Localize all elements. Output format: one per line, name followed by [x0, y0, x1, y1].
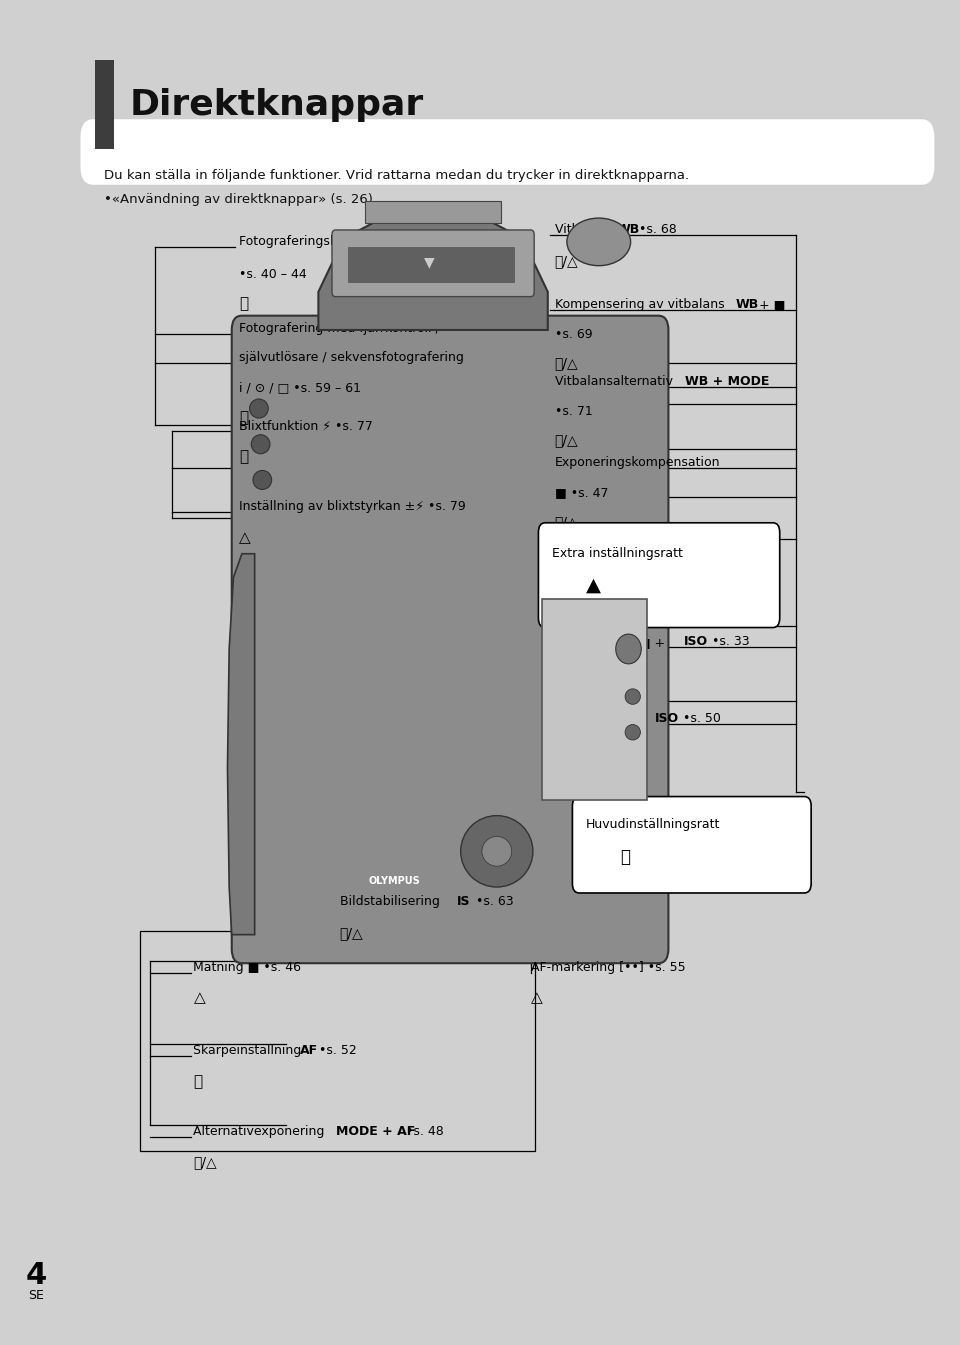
- Text: WB: WB: [735, 297, 758, 311]
- Text: Blixtfunktion ⚡ •s. 77: Blixtfunktion ⚡ •s. 77: [239, 420, 373, 432]
- Text: ⩑/△: ⩑/△: [555, 666, 578, 679]
- Ellipse shape: [615, 633, 641, 664]
- Text: •s. 69: •s. 69: [555, 328, 592, 340]
- Text: Extra inställningsratt: Extra inställningsratt: [552, 546, 683, 560]
- Ellipse shape: [250, 399, 268, 418]
- Text: Fotograferingsläge: Fotograferingsläge: [239, 235, 361, 247]
- FancyBboxPatch shape: [539, 523, 780, 628]
- Text: SE: SE: [29, 1289, 44, 1302]
- Text: ⩑/△: ⩑/△: [555, 356, 578, 370]
- Text: △: △: [239, 530, 252, 545]
- Text: WB: WB: [616, 223, 640, 235]
- Text: OLYMPUS: OLYMPUS: [369, 876, 420, 886]
- Text: △: △: [194, 990, 205, 1006]
- Text: Du kan ställa in följande funktioner. Vrid rattarna medan du trycker in direktkn: Du kan ställa in följande funktioner. Vr…: [105, 168, 689, 182]
- Ellipse shape: [625, 689, 640, 705]
- Text: Kompensering av vitbalans: Kompensering av vitbalans: [555, 297, 729, 311]
- Text: IS: IS: [457, 896, 470, 908]
- Text: ⩑/△: ⩑/△: [555, 433, 578, 448]
- Text: •s. 48: •s. 48: [401, 1124, 444, 1138]
- Text: •s. 68: •s. 68: [636, 223, 677, 235]
- Text: Skärpeinställning: Skärpeinställning: [194, 1044, 305, 1057]
- Text: ⩑/△: ⩑/△: [555, 742, 578, 757]
- Ellipse shape: [252, 434, 270, 453]
- Text: Bildstabilisering: Bildstabilisering: [340, 896, 444, 908]
- FancyBboxPatch shape: [365, 202, 501, 223]
- Text: ⩑/△: ⩑/△: [194, 1155, 217, 1169]
- Text: ISO: ISO: [684, 635, 708, 648]
- Ellipse shape: [625, 725, 640, 740]
- Text: •«Användning av direktknappar» (s. 26): •«Användning av direktknappar» (s. 26): [105, 192, 373, 206]
- Text: Alternativexponering: Alternativexponering: [194, 1124, 329, 1138]
- Text: •s. 52: •s. 52: [315, 1044, 357, 1057]
- Text: •s. 63: •s. 63: [472, 896, 514, 908]
- FancyBboxPatch shape: [332, 230, 534, 297]
- Ellipse shape: [567, 218, 631, 266]
- Text: Vitbalans: Vitbalans: [555, 223, 616, 235]
- Text: WB + MODE: WB + MODE: [684, 375, 769, 389]
- FancyBboxPatch shape: [348, 246, 514, 282]
- FancyBboxPatch shape: [71, 51, 923, 143]
- FancyBboxPatch shape: [81, 120, 934, 184]
- Text: AF: AF: [300, 1044, 318, 1057]
- Text: ■ •s. 47: ■ •s. 47: [555, 486, 608, 499]
- Ellipse shape: [461, 815, 533, 888]
- Text: + ■: + ■: [756, 297, 785, 311]
- Text: ⩑: ⩑: [239, 449, 249, 464]
- Text: ⩐: ⩐: [239, 410, 249, 425]
- FancyBboxPatch shape: [231, 316, 668, 963]
- Text: •s. 40 – 44: •s. 40 – 44: [239, 268, 307, 281]
- Text: ▼: ▼: [423, 256, 434, 269]
- Text: •s. 71: •s. 71: [555, 405, 592, 418]
- Text: •s. 33: •s. 33: [708, 635, 749, 648]
- Polygon shape: [319, 221, 548, 330]
- Text: AF-markering [••] •s. 55: AF-markering [••] •s. 55: [531, 960, 685, 974]
- Text: △: △: [531, 990, 542, 1006]
- Text: ⩑: ⩑: [194, 1073, 203, 1089]
- Text: ISO-känslighet: ISO-känslighet: [555, 712, 650, 725]
- Text: Fotografering med fjärrkontroll /: Fotografering med fjärrkontroll /: [239, 321, 441, 335]
- Text: Huvudinställningsratt: Huvudinställningsratt: [586, 818, 720, 831]
- Text: ISO: ISO: [655, 712, 679, 725]
- Text: ⩑/△: ⩑/△: [555, 515, 578, 530]
- Polygon shape: [228, 554, 254, 935]
- Text: Exponeringskompensation: Exponeringskompensation: [555, 456, 720, 469]
- FancyBboxPatch shape: [572, 796, 811, 893]
- FancyBboxPatch shape: [95, 59, 113, 149]
- Text: Mätning ■ •s. 46: Mätning ■ •s. 46: [194, 960, 301, 974]
- Text: ⩑: ⩑: [620, 847, 630, 866]
- Text: ⩑: ⩑: [239, 297, 249, 312]
- FancyBboxPatch shape: [541, 599, 647, 800]
- Text: 4: 4: [26, 1260, 47, 1290]
- Text: •s. 50: •s. 50: [679, 712, 721, 725]
- Text: ▲: ▲: [586, 576, 601, 594]
- Text: MODE: MODE: [365, 235, 407, 247]
- Text: Återställning ■ +: Återställning ■ +: [555, 635, 669, 650]
- Text: ⩑/△: ⩑/△: [340, 927, 363, 940]
- Text: Direktknappar: Direktknappar: [130, 87, 424, 122]
- Text: ⩑/△: ⩑/△: [555, 254, 578, 268]
- Text: Inställning av blixtstyrkan ±⚡ •s. 79: Inställning av blixtstyrkan ±⚡ •s. 79: [239, 500, 467, 514]
- Text: självutlösare / sekvensfotografering: självutlösare / sekvensfotografering: [239, 351, 465, 364]
- Ellipse shape: [253, 471, 272, 490]
- Text: MODE + AF: MODE + AF: [336, 1124, 416, 1138]
- Text: Vitbalansalternativ: Vitbalansalternativ: [555, 375, 677, 389]
- Ellipse shape: [482, 837, 512, 866]
- Text: i / ⊙ / □ •s. 59 – 61: i / ⊙ / □ •s. 59 – 61: [239, 381, 361, 394]
